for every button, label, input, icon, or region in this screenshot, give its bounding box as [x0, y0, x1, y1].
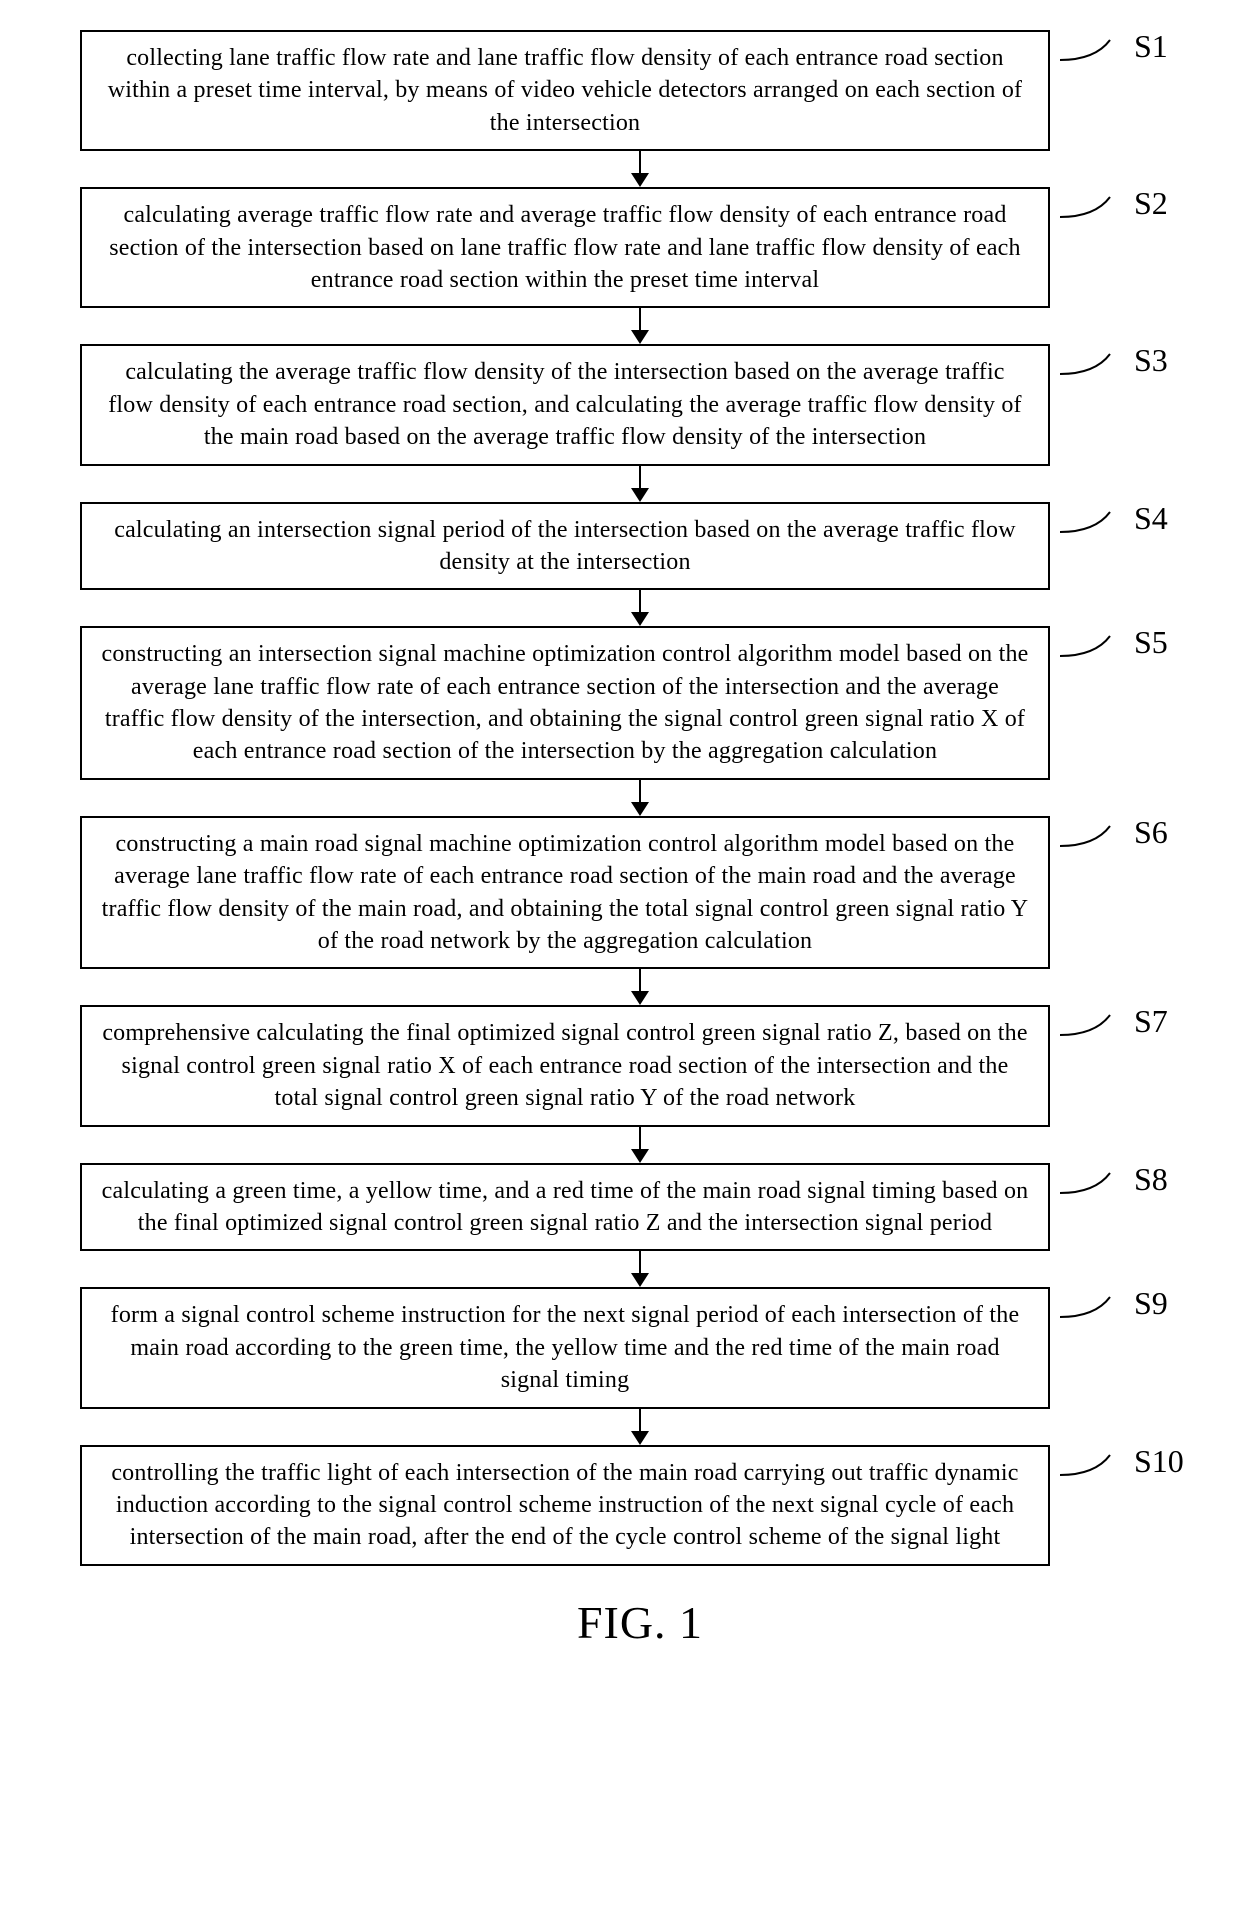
step-label-wrap: S4: [1060, 502, 1168, 542]
connector-curve-icon: [1060, 30, 1130, 70]
step-box-s4: calculating an intersection signal perio…: [80, 502, 1050, 591]
step-label-wrap: S8: [1060, 1163, 1168, 1203]
step-row: calculating the average traffic flow den…: [40, 344, 1200, 465]
step-label-wrap: S1: [1060, 30, 1168, 70]
arrow-down-icon: [155, 308, 1125, 344]
step-label-wrap: S10: [1060, 1445, 1184, 1485]
step-label-s3: S3: [1134, 342, 1168, 379]
step-label-s7: S7: [1134, 1003, 1168, 1040]
step-box-s5: constructing an intersection signal mach…: [80, 626, 1050, 780]
arrow-down-icon: [155, 1127, 1125, 1163]
connector-curve-icon: [1060, 1445, 1130, 1485]
step-row: form a signal control scheme instruction…: [40, 1287, 1200, 1408]
step-row: calculating average traffic flow rate an…: [40, 187, 1200, 308]
step-row: calculating a green time, a yellow time,…: [40, 1163, 1200, 1252]
connector-curve-icon: [1060, 1005, 1130, 1045]
step-box-s8: calculating a green time, a yellow time,…: [80, 1163, 1050, 1252]
step-label-s4: S4: [1134, 500, 1168, 537]
step-label-wrap: S7: [1060, 1005, 1168, 1045]
connector-curve-icon: [1060, 626, 1130, 666]
step-label-s1: S1: [1134, 28, 1168, 65]
connector-curve-icon: [1060, 187, 1130, 227]
step-label-s6: S6: [1134, 814, 1168, 851]
step-label-s8: S8: [1134, 1161, 1168, 1198]
step-label-s5: S5: [1134, 624, 1168, 661]
arrow-down-icon: [155, 466, 1125, 502]
step-label-wrap: S3: [1060, 344, 1168, 384]
step-box-s6: constructing a main road signal machine …: [80, 816, 1050, 970]
step-box-s10: controlling the traffic light of each in…: [80, 1445, 1050, 1566]
arrow-down-icon: [155, 969, 1125, 1005]
step-box-s7: comprehensive calculating the final opti…: [80, 1005, 1050, 1126]
step-row: collecting lane traffic flow rate and la…: [40, 30, 1200, 151]
step-box-s1: collecting lane traffic flow rate and la…: [80, 30, 1050, 151]
step-box-s3: calculating the average traffic flow den…: [80, 344, 1050, 465]
step-row: constructing an intersection signal mach…: [40, 626, 1200, 780]
step-row: controlling the traffic light of each in…: [40, 1445, 1200, 1566]
arrow-down-icon: [155, 780, 1125, 816]
step-label-wrap: S2: [1060, 187, 1168, 227]
step-label-wrap: S9: [1060, 1287, 1168, 1327]
connector-curve-icon: [1060, 344, 1130, 384]
step-row: constructing a main road signal machine …: [40, 816, 1200, 970]
figure-caption: FIG. 1: [155, 1596, 1125, 1649]
arrow-down-icon: [155, 1409, 1125, 1445]
arrow-down-icon: [155, 590, 1125, 626]
flowchart-container: collecting lane traffic flow rate and la…: [40, 30, 1200, 1649]
arrow-down-icon: [155, 151, 1125, 187]
step-row: comprehensive calculating the final opti…: [40, 1005, 1200, 1126]
step-label-wrap: S5: [1060, 626, 1168, 666]
step-label-s2: S2: [1134, 185, 1168, 222]
step-label-s9: S9: [1134, 1285, 1168, 1322]
connector-curve-icon: [1060, 1163, 1130, 1203]
connector-curve-icon: [1060, 1287, 1130, 1327]
step-label-wrap: S6: [1060, 816, 1168, 856]
step-box-s9: form a signal control scheme instruction…: [80, 1287, 1050, 1408]
arrow-down-icon: [155, 1251, 1125, 1287]
step-label-s10: S10: [1134, 1443, 1184, 1480]
connector-curve-icon: [1060, 502, 1130, 542]
step-box-s2: calculating average traffic flow rate an…: [80, 187, 1050, 308]
step-row: calculating an intersection signal perio…: [40, 502, 1200, 591]
connector-curve-icon: [1060, 816, 1130, 856]
